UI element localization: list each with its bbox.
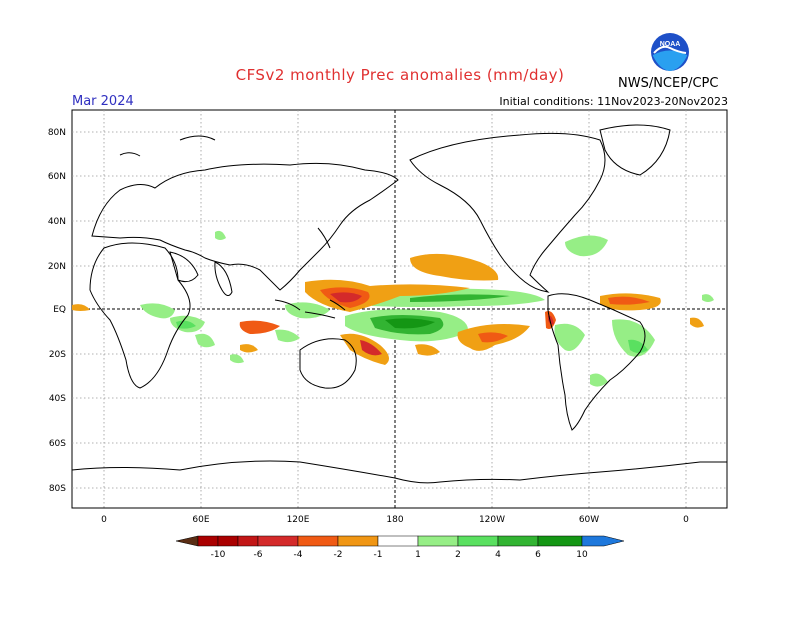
lon-label: 60E [192,515,209,525]
lon-label: 0 [101,515,107,525]
lat-label: 20S [49,350,66,360]
lat-label: 60N [48,172,66,182]
colorbar-high-arrow [581,535,625,547]
colorbar-swatch [237,535,259,547]
colorbar-swatch [497,535,539,547]
colorbar-swatch [297,535,339,547]
lon-labels: 0 60E 120E 180 120W 60W 0 [101,515,689,525]
colorbar-label: -2 [334,550,343,560]
colorbar-label: -6 [254,550,263,560]
lat-label: 80N [48,128,66,138]
agency-label: NWS/NCEP/CPC [618,76,719,91]
coastlines [71,124,727,484]
lat-label: 20N [48,262,66,272]
colorbar-label: -1 [374,550,383,560]
lat-label: 60S [49,439,66,449]
gridlines [72,110,727,508]
colorbar-label: -4 [294,550,303,560]
colorbar-swatch [217,535,239,547]
map-title: CFSv2 monthly Prec anomalies (mm/day) [235,66,565,84]
lat-label: 40S [49,394,66,404]
colorbar: -10 -6 -4 -2 -1 1 2 4 6 10 [175,535,625,560]
lon-label: 120W [479,515,505,525]
lon-label: 0 [683,515,689,525]
colorbar-swatch [537,535,583,547]
anomaly-shading [72,230,714,387]
colorbar-label: 1 [415,550,421,560]
lon-label: 60W [579,515,599,525]
colorbar-label: 6 [535,550,541,560]
lat-label: 40N [48,217,66,227]
colorbar-swatch [417,535,459,547]
colorbar-label: -10 [211,550,226,560]
colorbar-swatch [377,535,419,547]
lat-label: EQ [53,305,66,315]
colorbar-low-arrow [175,535,199,547]
colorbar-swatch [457,535,499,547]
colorbar-label: 4 [495,550,501,560]
noaa-logo-text: NOAA [660,41,681,48]
lat-labels: 80N 60N 40N 20N EQ 20S 40S 60S 80S [48,128,66,494]
noaa-logo: NOAA [651,33,689,71]
lat-label: 80S [49,484,66,494]
colorbar-label: 2 [455,550,461,560]
initial-conditions: Initial conditions: 11Nov2023-20Nov2023 [499,95,728,108]
colorbar-swatch [257,535,299,547]
valid-month: Mar 2024 [72,94,134,109]
lon-label: 120E [287,515,310,525]
colorbar-swatch [197,535,219,547]
lon-label: 180 [386,515,403,525]
colorbar-label: 10 [576,550,588,560]
colorbar-swatch [337,535,379,547]
